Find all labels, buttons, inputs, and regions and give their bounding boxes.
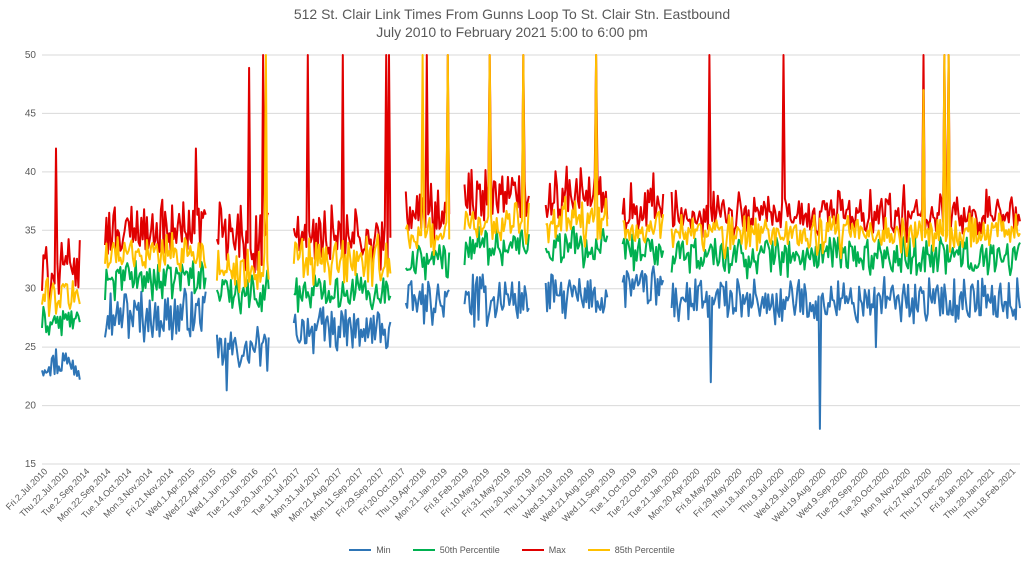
chart-title: 512 St. Clair Link Times From Gunns Loop… <box>293 6 731 22</box>
series-lines <box>41 54 1021 430</box>
legend-swatch <box>587 549 610 551</box>
legend-label: Min <box>376 545 391 555</box>
legend-label: 85th Percentile <box>614 545 675 555</box>
legend-swatch <box>349 549 372 551</box>
y-tick-label: 35 <box>25 225 37 236</box>
y-tick-label: 25 <box>25 342 37 353</box>
y-tick-label: 30 <box>25 284 37 295</box>
y-tick-label: 40 <box>25 167 37 178</box>
legend-item: 50th Percentile <box>412 545 500 555</box>
x-axis-ticks: Fri.2.Jul.2010Thu.22.Jul.2010Tue.2.Sep.2… <box>4 466 1018 524</box>
series-line-min <box>41 265 1021 430</box>
legend-item: Max <box>521 545 566 555</box>
y-tick-label: 50 <box>25 50 37 61</box>
legend-swatch <box>412 549 435 551</box>
series-line-85th-percentile <box>41 54 1021 317</box>
legend-label: 50th Percentile <box>439 545 500 555</box>
legend: Min 50th Percentile Max 85th Percentile <box>0 545 1024 555</box>
y-tick-label: 20 <box>25 401 37 412</box>
legend-swatch <box>521 549 544 551</box>
gridlines <box>42 54 1020 465</box>
legend-item: Min <box>349 545 391 555</box>
series-line-max <box>41 54 1021 310</box>
y-tick-label: 15 <box>25 459 37 470</box>
y-tick-label: 45 <box>25 108 37 119</box>
legend-item: 85th Percentile <box>587 545 675 555</box>
chart-subtitle: July 2010 to February 2021 5:00 to 6:00 … <box>376 24 648 40</box>
legend-label: Max <box>548 545 566 555</box>
y-axis-ticks: 15 20 25 30 35 40 45 50 <box>25 50 37 470</box>
